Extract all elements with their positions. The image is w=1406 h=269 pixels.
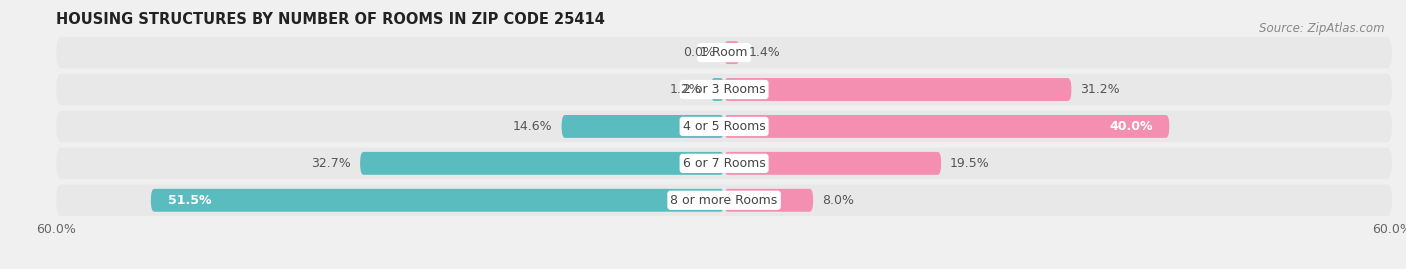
Text: 1 Room: 1 Room [700, 46, 748, 59]
Text: HOUSING STRUCTURES BY NUMBER OF ROOMS IN ZIP CODE 25414: HOUSING STRUCTURES BY NUMBER OF ROOMS IN… [56, 12, 605, 27]
Text: 14.6%: 14.6% [513, 120, 553, 133]
FancyBboxPatch shape [724, 152, 941, 175]
FancyBboxPatch shape [724, 41, 740, 64]
FancyBboxPatch shape [56, 111, 1392, 142]
FancyBboxPatch shape [150, 189, 724, 212]
FancyBboxPatch shape [724, 115, 1170, 138]
Text: 8 or more Rooms: 8 or more Rooms [671, 194, 778, 207]
Text: 19.5%: 19.5% [950, 157, 990, 170]
FancyBboxPatch shape [360, 152, 724, 175]
Text: 1.4%: 1.4% [748, 46, 780, 59]
Text: 6 or 7 Rooms: 6 or 7 Rooms [683, 157, 765, 170]
FancyBboxPatch shape [711, 78, 724, 101]
Text: 0.0%: 0.0% [683, 46, 716, 59]
Text: 1.2%: 1.2% [671, 83, 702, 96]
Text: 51.5%: 51.5% [167, 194, 211, 207]
FancyBboxPatch shape [724, 78, 1071, 101]
FancyBboxPatch shape [561, 115, 724, 138]
Text: 2 or 3 Rooms: 2 or 3 Rooms [683, 83, 765, 96]
Text: 40.0%: 40.0% [1109, 120, 1153, 133]
Text: 31.2%: 31.2% [1080, 83, 1121, 96]
FancyBboxPatch shape [56, 37, 1392, 68]
FancyBboxPatch shape [724, 189, 813, 212]
Text: Source: ZipAtlas.com: Source: ZipAtlas.com [1260, 22, 1385, 34]
FancyBboxPatch shape [56, 74, 1392, 105]
Text: 32.7%: 32.7% [312, 157, 352, 170]
FancyBboxPatch shape [56, 148, 1392, 179]
Text: 8.0%: 8.0% [823, 194, 853, 207]
FancyBboxPatch shape [56, 185, 1392, 216]
Text: 4 or 5 Rooms: 4 or 5 Rooms [683, 120, 765, 133]
